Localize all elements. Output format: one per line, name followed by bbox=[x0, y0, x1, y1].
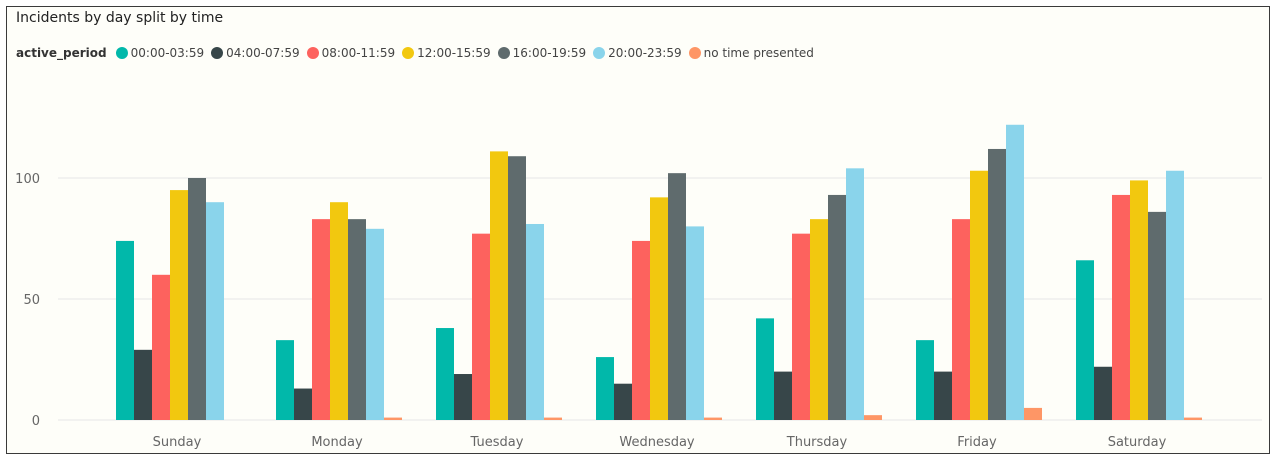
bar[interactable] bbox=[1094, 366, 1112, 420]
legend-marker bbox=[688, 47, 701, 59]
legend-marker bbox=[593, 47, 606, 59]
bar[interactable] bbox=[544, 417, 562, 420]
bar[interactable] bbox=[1024, 407, 1042, 420]
bar[interactable] bbox=[330, 202, 348, 420]
bar[interactable] bbox=[526, 223, 544, 420]
bar[interactable] bbox=[846, 168, 864, 420]
x-category-label: Wednesday bbox=[619, 435, 695, 450]
x-category-label: Tuesday bbox=[470, 435, 524, 450]
legend-marker bbox=[306, 47, 319, 59]
x-category-label: Saturday bbox=[1108, 435, 1167, 450]
bar[interactable] bbox=[988, 148, 1006, 420]
bar[interactable] bbox=[1112, 194, 1130, 420]
bar[interactable] bbox=[1006, 124, 1024, 420]
bar[interactable] bbox=[792, 233, 810, 420]
bar[interactable] bbox=[704, 417, 722, 420]
legend-title: active_period bbox=[16, 46, 107, 60]
legend-item[interactable]: 12:00-15:59 bbox=[402, 46, 491, 60]
bar[interactable] bbox=[188, 178, 206, 420]
bar[interactable] bbox=[614, 383, 632, 420]
bar[interactable] bbox=[348, 219, 366, 420]
legend-label: 12:00-15:59 bbox=[417, 46, 491, 60]
legend-label: 16:00-19:59 bbox=[512, 46, 587, 60]
bar[interactable] bbox=[916, 340, 934, 420]
bar[interactable] bbox=[1148, 211, 1166, 420]
bar[interactable] bbox=[116, 240, 134, 420]
y-tick-label: 100 bbox=[15, 172, 40, 187]
bar[interactable] bbox=[152, 274, 170, 420]
legend-marker bbox=[497, 47, 510, 59]
legend-item[interactable]: 00:00-03:59 bbox=[115, 46, 205, 60]
bar[interactable] bbox=[970, 170, 988, 420]
chart-title: Incidents by day split by time bbox=[16, 10, 224, 26]
legend-label: 08:00-11:59 bbox=[321, 46, 396, 60]
legend-label: 00:00-03:59 bbox=[130, 46, 205, 60]
bar[interactable] bbox=[1184, 417, 1202, 420]
bar[interactable] bbox=[952, 219, 970, 420]
bar[interactable] bbox=[454, 374, 472, 420]
bar[interactable] bbox=[436, 328, 454, 420]
bar[interactable] bbox=[294, 388, 312, 420]
bar[interactable] bbox=[668, 173, 686, 420]
legend: active_period 00:00-03:59 04:00-07:59 08:0… bbox=[16, 46, 821, 60]
bar[interactable] bbox=[596, 357, 614, 420]
bar[interactable] bbox=[1166, 170, 1184, 420]
bar[interactable] bbox=[206, 202, 224, 420]
bar[interactable] bbox=[756, 318, 774, 420]
bar[interactable] bbox=[1130, 180, 1148, 420]
bar[interactable] bbox=[490, 151, 508, 420]
legend-item[interactable]: 08:00-11:59 bbox=[306, 46, 396, 60]
bar[interactable] bbox=[384, 417, 402, 420]
legend-label: 20:00-23:59 bbox=[608, 46, 682, 60]
x-category-label: Sunday bbox=[153, 435, 202, 450]
bar[interactable] bbox=[472, 233, 490, 420]
bar[interactable] bbox=[774, 371, 792, 420]
bar[interactable] bbox=[934, 371, 952, 420]
bar[interactable] bbox=[650, 197, 668, 420]
legend-item[interactable]: 04:00-07:59 bbox=[211, 46, 300, 60]
bar[interactable] bbox=[632, 240, 650, 420]
bar[interactable] bbox=[366, 228, 384, 420]
legend-marker bbox=[115, 47, 128, 59]
bar[interactable] bbox=[170, 190, 188, 420]
bar[interactable] bbox=[1076, 260, 1094, 420]
y-tick-label: 0 bbox=[32, 414, 40, 429]
bar[interactable] bbox=[810, 219, 828, 420]
legend-item[interactable]: 20:00-23:59 bbox=[593, 46, 682, 60]
legend-label: 04:00-07:59 bbox=[226, 46, 300, 60]
x-category-label: Monday bbox=[311, 435, 363, 450]
legend-item[interactable]: no time presented bbox=[688, 46, 814, 60]
bar[interactable] bbox=[864, 415, 882, 420]
bar[interactable] bbox=[134, 349, 152, 420]
y-tick-label: 50 bbox=[23, 293, 40, 308]
bar[interactable] bbox=[276, 340, 294, 420]
bar[interactable] bbox=[508, 156, 526, 420]
legend-marker bbox=[402, 47, 415, 59]
bar[interactable] bbox=[828, 194, 846, 420]
legend-marker bbox=[211, 47, 224, 59]
bar[interactable] bbox=[686, 226, 704, 420]
x-category-label: Thursday bbox=[786, 435, 848, 450]
legend-label: no time presented bbox=[703, 46, 814, 60]
legend-item[interactable]: 16:00-19:59 bbox=[497, 46, 587, 60]
bar[interactable] bbox=[312, 219, 330, 420]
x-category-label: Friday bbox=[957, 435, 997, 450]
